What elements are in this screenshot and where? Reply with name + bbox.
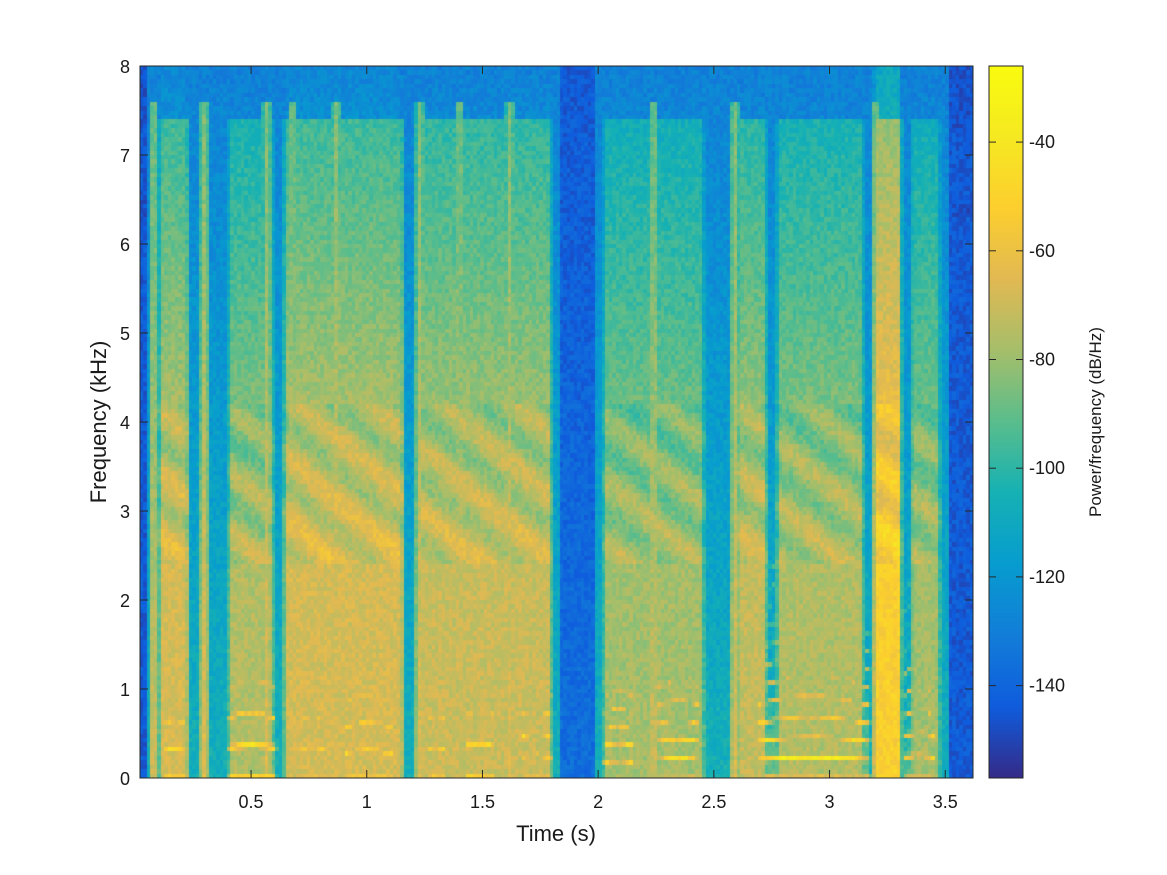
x-tick-label: 2.5 (701, 792, 726, 812)
x-tick-label: 1 (362, 792, 372, 812)
y-tick-label: 1 (120, 680, 130, 700)
y-axis-label: Frequency (kHz) (86, 341, 111, 504)
y-axis: 0 1 2 3 4 5 6 7 8 (120, 57, 973, 789)
x-tick-label: 2 (593, 792, 603, 812)
y-tick-label: 7 (120, 146, 130, 166)
colorbar-label: Power/frequency (dB/Hz) (1086, 327, 1105, 517)
y-tick-label: 8 (120, 57, 130, 77)
x-tick-label: 0.5 (239, 792, 264, 812)
y-tick-label: 2 (120, 591, 130, 611)
y-tick-label: 5 (120, 324, 130, 344)
y-tick-label: 6 (120, 235, 130, 255)
y-tick-label: 3 (120, 502, 130, 522)
colorbar-tick-label: -80 (1029, 349, 1055, 369)
colorbar-tick-label: -40 (1029, 132, 1055, 152)
x-tick-label: 3 (825, 792, 835, 812)
colorbar-tick-label: -100 (1029, 458, 1065, 478)
x-axis: 0.5 1 1.5 2 2.5 3 3.5 (239, 66, 958, 812)
colorbar-gradient (988, 65, 1024, 779)
spectrogram-heatmap (140, 66, 973, 778)
colorbar-ticks: -40 -60 -80 -100 -120 -140 (989, 132, 1065, 696)
colorbar-tick-label: -60 (1029, 241, 1055, 261)
colorbar: -40 -60 -80 -100 -120 -140 Power/frequency (d… (988, 65, 1105, 779)
y-tick-label: 4 (120, 413, 130, 433)
colorbar-tick-label: -140 (1029, 676, 1065, 696)
y-tick-label: 0 (120, 769, 130, 789)
x-tick-label: 3.5 (933, 792, 958, 812)
plot-area (139, 65, 974, 779)
x-axis-label: Time (s) (516, 821, 596, 846)
colorbar-tick-label: -120 (1029, 567, 1065, 587)
x-tick-label: 1.5 (470, 792, 495, 812)
